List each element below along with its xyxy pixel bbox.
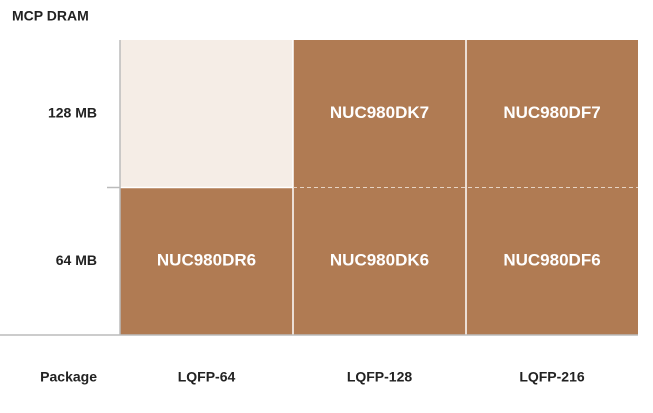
product-cell xyxy=(120,187,293,335)
column-label: LQFP-64 xyxy=(178,369,236,385)
column-label: LQFP-216 xyxy=(519,369,585,385)
product-cell xyxy=(466,187,638,335)
y-axis-title: MCP DRAM xyxy=(12,8,89,24)
product-cell xyxy=(466,40,638,188)
row-label: 128 MB xyxy=(48,104,97,120)
product-name: NUC980DF6 xyxy=(503,251,600,270)
product-cell xyxy=(293,40,466,188)
product-name: NUC980DR6 xyxy=(157,251,256,270)
product-name: NUC980DK6 xyxy=(330,251,429,270)
row-label: 64 MB xyxy=(56,252,97,268)
product-name: NUC980DF7 xyxy=(503,103,600,122)
product-name: NUC980DK7 xyxy=(330,103,429,122)
product-cell xyxy=(293,187,466,335)
x-axis-title: Package xyxy=(40,369,97,385)
column-label: LQFP-128 xyxy=(347,369,413,385)
empty-cell xyxy=(120,40,293,188)
